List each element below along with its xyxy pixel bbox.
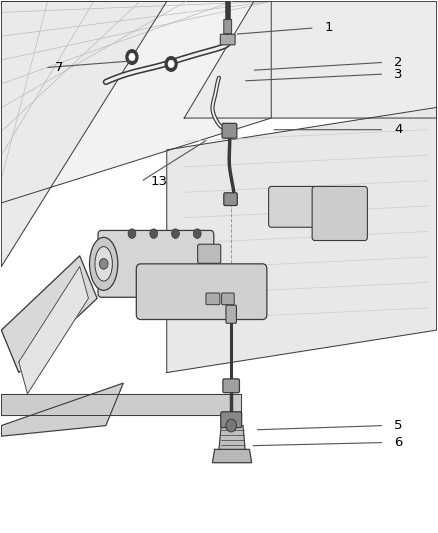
Circle shape — [226, 419, 237, 432]
Text: 2: 2 — [394, 56, 403, 69]
FancyBboxPatch shape — [206, 293, 220, 305]
Text: 5: 5 — [394, 419, 403, 432]
Polygon shape — [19, 266, 88, 394]
Polygon shape — [1, 394, 241, 415]
FancyBboxPatch shape — [224, 193, 237, 206]
Polygon shape — [1, 383, 123, 436]
FancyBboxPatch shape — [226, 305, 237, 323]
FancyBboxPatch shape — [222, 293, 234, 305]
Polygon shape — [1, 2, 167, 266]
Text: 4: 4 — [394, 123, 403, 136]
Polygon shape — [1, 2, 271, 203]
Circle shape — [129, 53, 135, 61]
Text: 13: 13 — [150, 175, 167, 188]
Circle shape — [150, 229, 158, 238]
Text: 6: 6 — [394, 436, 403, 449]
FancyBboxPatch shape — [223, 379, 240, 393]
Polygon shape — [219, 425, 245, 449]
Text: 7: 7 — [54, 61, 63, 74]
Ellipse shape — [89, 237, 118, 290]
FancyBboxPatch shape — [221, 412, 242, 427]
FancyBboxPatch shape — [220, 34, 235, 45]
Circle shape — [193, 229, 201, 238]
Polygon shape — [1, 256, 97, 373]
FancyBboxPatch shape — [198, 244, 221, 263]
Polygon shape — [212, 449, 252, 463]
FancyBboxPatch shape — [222, 123, 237, 138]
Circle shape — [172, 229, 180, 238]
Circle shape — [128, 229, 136, 238]
Polygon shape — [167, 108, 437, 373]
FancyBboxPatch shape — [268, 187, 315, 227]
Text: 3: 3 — [394, 68, 403, 80]
FancyBboxPatch shape — [98, 230, 214, 297]
FancyBboxPatch shape — [136, 264, 267, 319]
Ellipse shape — [95, 247, 113, 281]
Circle shape — [165, 56, 177, 71]
FancyBboxPatch shape — [224, 19, 232, 34]
Circle shape — [126, 50, 138, 64]
Circle shape — [168, 60, 174, 68]
Polygon shape — [184, 2, 437, 118]
Circle shape — [99, 259, 108, 269]
Text: 1: 1 — [324, 21, 333, 35]
FancyBboxPatch shape — [312, 187, 367, 240]
